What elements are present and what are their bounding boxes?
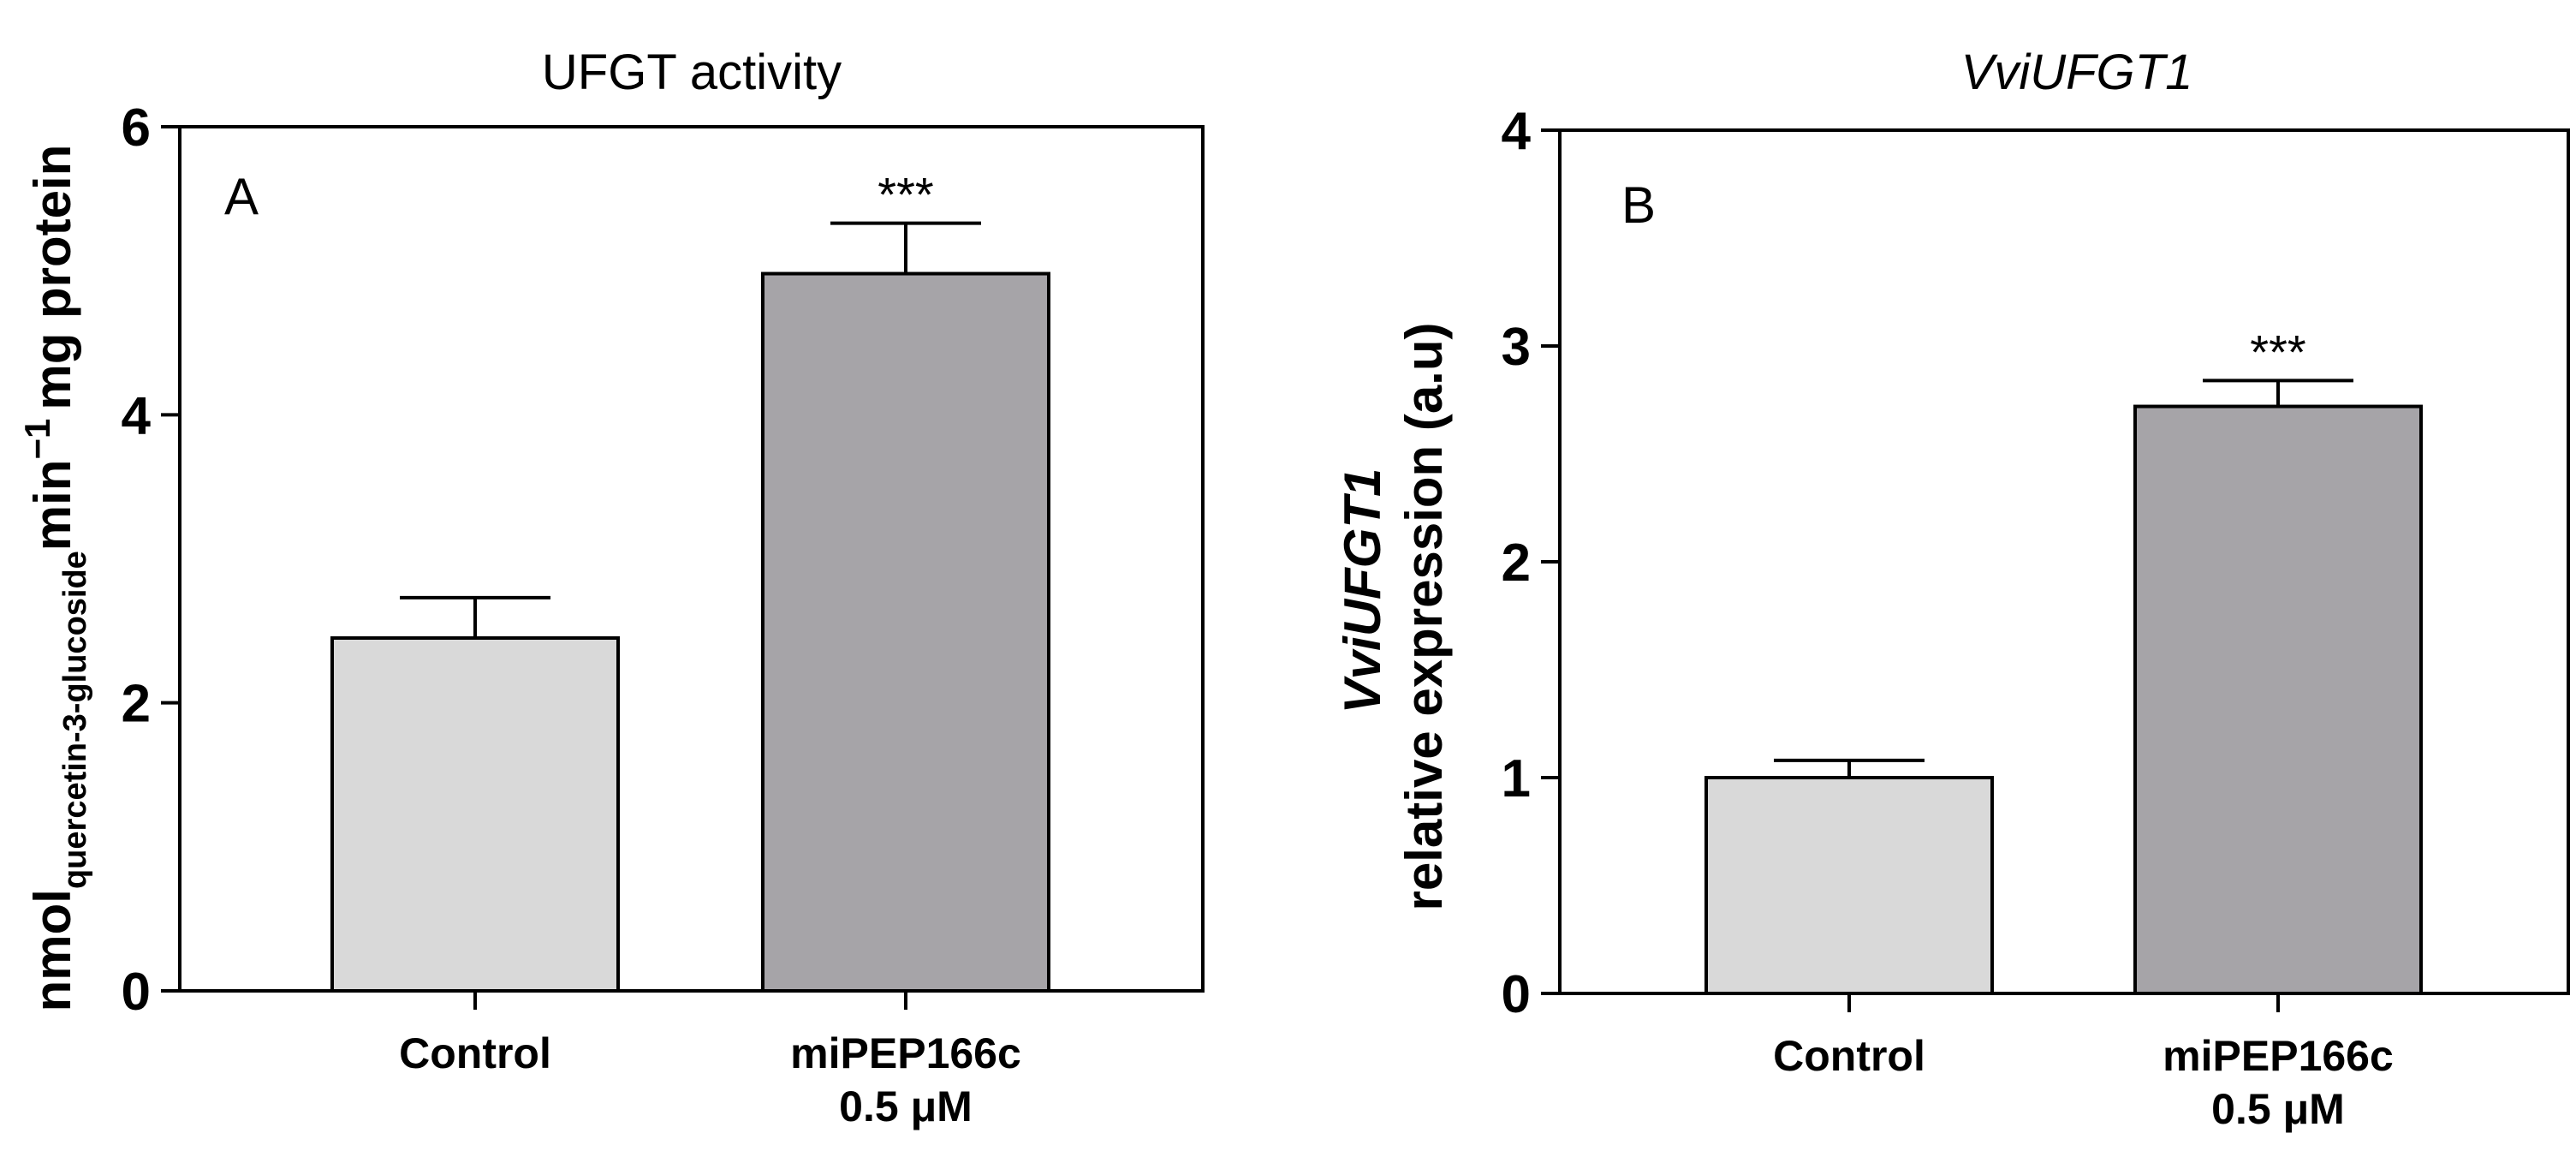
plot-area-b: *** 0 1 2 3 4 Control miPEP166c 0.5 μM (1502, 102, 2570, 1133)
y-tick-label-b-2: 2 (1502, 534, 1531, 593)
y-axis-label-b-line2: relative expression (a.u) (1395, 323, 1453, 911)
y-tick-label-a-3: 6 (122, 98, 151, 158)
y-axis-label-a-main: nmol (24, 889, 81, 1011)
bar-a-1 (330, 635, 620, 993)
y-tick-label-a-2: 4 (122, 386, 152, 445)
y-tick-label-b-3: 3 (1502, 318, 1531, 377)
plot-area-a: *** 0 2 4 6 Control miPEP166c 0.5 μM (122, 98, 1205, 1130)
chart-title-a: UFGT activity (542, 45, 842, 100)
panel-letter-a: A (224, 168, 259, 225)
y-tick-label-b-0: 0 (1502, 965, 1531, 1024)
plot-frame-a (178, 125, 1205, 993)
x-category-label-b-2-line2: 0.5 μM (2211, 1085, 2345, 1133)
y-axis-label-b-line1: VviUFGT1 (1334, 468, 1391, 714)
x-category-label-a-1-line1: Control (399, 1029, 551, 1077)
y-axis-label-a-unit2: mg protein (24, 145, 81, 410)
bar-b-1 (1704, 776, 1994, 995)
y-tick-label-a-1: 2 (122, 675, 151, 734)
y-tick-label-b-1: 1 (1502, 749, 1531, 808)
panel-letter-b: B (1621, 176, 1656, 234)
significance-label-a-2: *** (878, 168, 933, 222)
bar-a-2 (761, 271, 1050, 993)
x-category-label-a-2-line2: 0.5 μM (839, 1082, 973, 1130)
significance-label-b-2: *** (2250, 325, 2305, 379)
chart-title-b: VviUFGT1 (1961, 45, 2193, 100)
bar-b-2 (2133, 404, 2423, 995)
x-category-label-a-2-line1: miPEP166c (790, 1029, 1021, 1077)
y-axis-label-a-subscript: quercetin-3-glucoside (57, 551, 93, 889)
y-tick-label-a-0: 0 (122, 963, 151, 1022)
y-axis-label-a: nmolquercetin-3-glucosidemin−1 mg protein (17, 145, 93, 1012)
y-axis-label-a-superscript: −1 (17, 419, 57, 460)
x-category-label-b-1-line1: Control (1773, 1032, 1925, 1080)
chart-panel-a: UFGT activity A nmolquercetin-3-glucosid… (17, 45, 1205, 1130)
chart-panel-b: VviUFGT1 B VviUFGT1 relative expression … (1334, 45, 2570, 1133)
x-category-label-b-2-line1: miPEP166c (2163, 1032, 2394, 1080)
y-tick-label-b-4: 4 (1502, 102, 1532, 161)
y-axis-label-a-unit1: min (24, 460, 81, 552)
